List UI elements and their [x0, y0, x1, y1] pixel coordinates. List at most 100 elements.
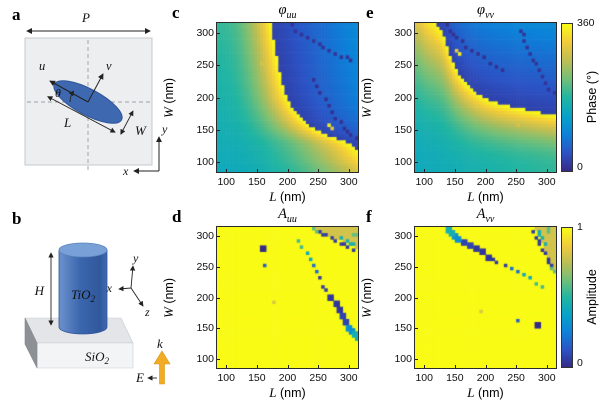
z3d-axis-arrow	[130, 287, 144, 307]
y-tick-label: 100	[196, 352, 214, 365]
title-symbol: φ	[477, 2, 486, 18]
y-tick-mark	[415, 97, 418, 99]
y-tick-mark	[415, 162, 418, 164]
heatmap-panel-f: Avv 100 150 200 250 300 100 150 200 250 300 L (nm) W…	[359, 206, 557, 400]
x-tick-label: 100	[217, 176, 235, 188]
height-label: H	[34, 283, 45, 298]
y-tick-mark	[217, 328, 220, 330]
length-label: L	[63, 115, 71, 130]
v-axis-label: v	[106, 59, 112, 73]
x-tick-mark	[318, 365, 320, 368]
x-axis-variable: L	[467, 385, 475, 400]
y-axis-variable: W	[161, 106, 176, 118]
x-tick-label: 100	[217, 372, 235, 384]
heatmap-panel-c: φuu 100 150 200 250 300 100 150 200 250 300 L (nm) W…	[161, 2, 359, 204]
y3d-axis-label: y	[132, 251, 139, 265]
y-tick-mark	[217, 65, 220, 67]
title-subscript: vv	[485, 9, 494, 21]
x-axis-unit: (nm)	[276, 386, 306, 400]
y-tick-mark	[415, 358, 418, 360]
phase-colorbar-min-tick: 0	[577, 161, 583, 173]
pillar-subscript: 2	[91, 294, 96, 304]
y-tick-label: 100	[196, 156, 214, 169]
x-tick-mark	[454, 169, 456, 172]
y-tick-label: 300	[196, 26, 214, 39]
panel-a-diagram: P u v θ L W x y	[24, 10, 168, 178]
x-tick-mark	[485, 365, 487, 368]
x-tick-mark	[516, 169, 518, 172]
y-tick-mark	[415, 65, 418, 67]
pillar-top	[58, 242, 108, 258]
x-tick-mark	[485, 169, 487, 172]
y-tick-mark	[415, 32, 418, 34]
x-tick-mark	[546, 365, 548, 368]
x-axis-label: L (nm)	[269, 189, 305, 205]
heatmap-panel-e: φvv 100 150 200 250 300 100 150 200 250 300 L (nm) W…	[359, 2, 557, 204]
pillar-text: TiO	[71, 287, 91, 302]
panel-f-title: Avv	[477, 206, 495, 225]
x-axis-label: L (nm)	[269, 385, 305, 401]
y-tick-mark	[217, 358, 220, 360]
x-axis-unit: (nm)	[474, 386, 504, 400]
x-tick-label: 300	[340, 372, 358, 384]
period-label: P	[81, 10, 90, 25]
y-tick-label: 200	[394, 291, 412, 304]
y-tick-label: 250	[394, 260, 412, 273]
x-axis-label: x	[122, 164, 129, 178]
y-tick-label: 300	[196, 230, 214, 243]
panel-e-title: φvv	[477, 2, 494, 21]
x-tick-mark	[287, 365, 289, 368]
heatmap-panel-d: Auu 100 150 200 250 300 100 150 200 250 300 L (nm) W…	[161, 206, 359, 400]
x-axis-variable: L	[269, 385, 277, 400]
x3d-axis-arrow	[118, 285, 132, 292]
amplitude-colorbar-label: Amplitude	[585, 269, 599, 325]
e-field-label: E	[135, 370, 144, 385]
y-tick-mark	[415, 297, 418, 299]
heatmap-canvas-φ-uu	[217, 23, 358, 172]
y-tick-label: 200	[196, 291, 214, 304]
x-tick-mark	[348, 365, 350, 368]
x-axis-unit: (nm)	[474, 190, 504, 204]
width-label: W	[135, 123, 147, 138]
substrate-side-face	[24, 317, 38, 369]
y-tick-mark	[217, 266, 220, 268]
x-tick-mark	[256, 169, 258, 172]
x-tick-label: 300	[538, 372, 556, 384]
x-tick-label: 200	[278, 176, 297, 188]
y-tick-mark	[415, 266, 418, 268]
x-tick-label: 250	[309, 176, 327, 188]
y-tick-label: 200	[394, 91, 412, 104]
y-tick-label: 300	[394, 230, 412, 243]
y-tick-mark	[217, 32, 220, 34]
x-tick-mark	[516, 365, 518, 368]
y-tick-mark	[217, 162, 220, 164]
y-tick-label: 100	[394, 156, 412, 169]
phase-colorbar-max-tick: 360	[577, 17, 595, 29]
amplitude-colorbar-max-tick: 1	[577, 221, 583, 233]
y-tick-label: 300	[394, 26, 412, 39]
title-symbol: A	[476, 206, 486, 222]
x-tick-mark	[424, 169, 426, 172]
width-dimension-arrow	[120, 110, 134, 135]
x-tick-mark	[454, 365, 456, 368]
k-vector-label: k	[157, 336, 163, 351]
y-axis-unit: (nm)	[162, 77, 176, 107]
title-symbol: φ	[278, 2, 287, 18]
title-subscript: uu	[286, 213, 297, 225]
x-tick-label: 100	[415, 372, 433, 384]
y-axis-unit: (nm)	[360, 277, 374, 307]
y-tick-mark	[415, 236, 418, 238]
x-axis-variable: L	[269, 189, 277, 204]
x-tick-label: 150	[446, 176, 464, 188]
x-tick-label: 100	[415, 176, 433, 188]
y-axis-label: y	[161, 122, 168, 136]
panel-b-letter: b	[12, 209, 22, 228]
y-axis-unit: (nm)	[162, 277, 176, 307]
y-axis-unit: (nm)	[360, 77, 374, 107]
x-tick-label: 200	[476, 176, 495, 188]
x-tick-label: 250	[507, 372, 525, 384]
x-tick-mark	[256, 365, 258, 368]
y-tick-label: 250	[196, 260, 214, 273]
title-subscript: vv	[485, 213, 495, 225]
